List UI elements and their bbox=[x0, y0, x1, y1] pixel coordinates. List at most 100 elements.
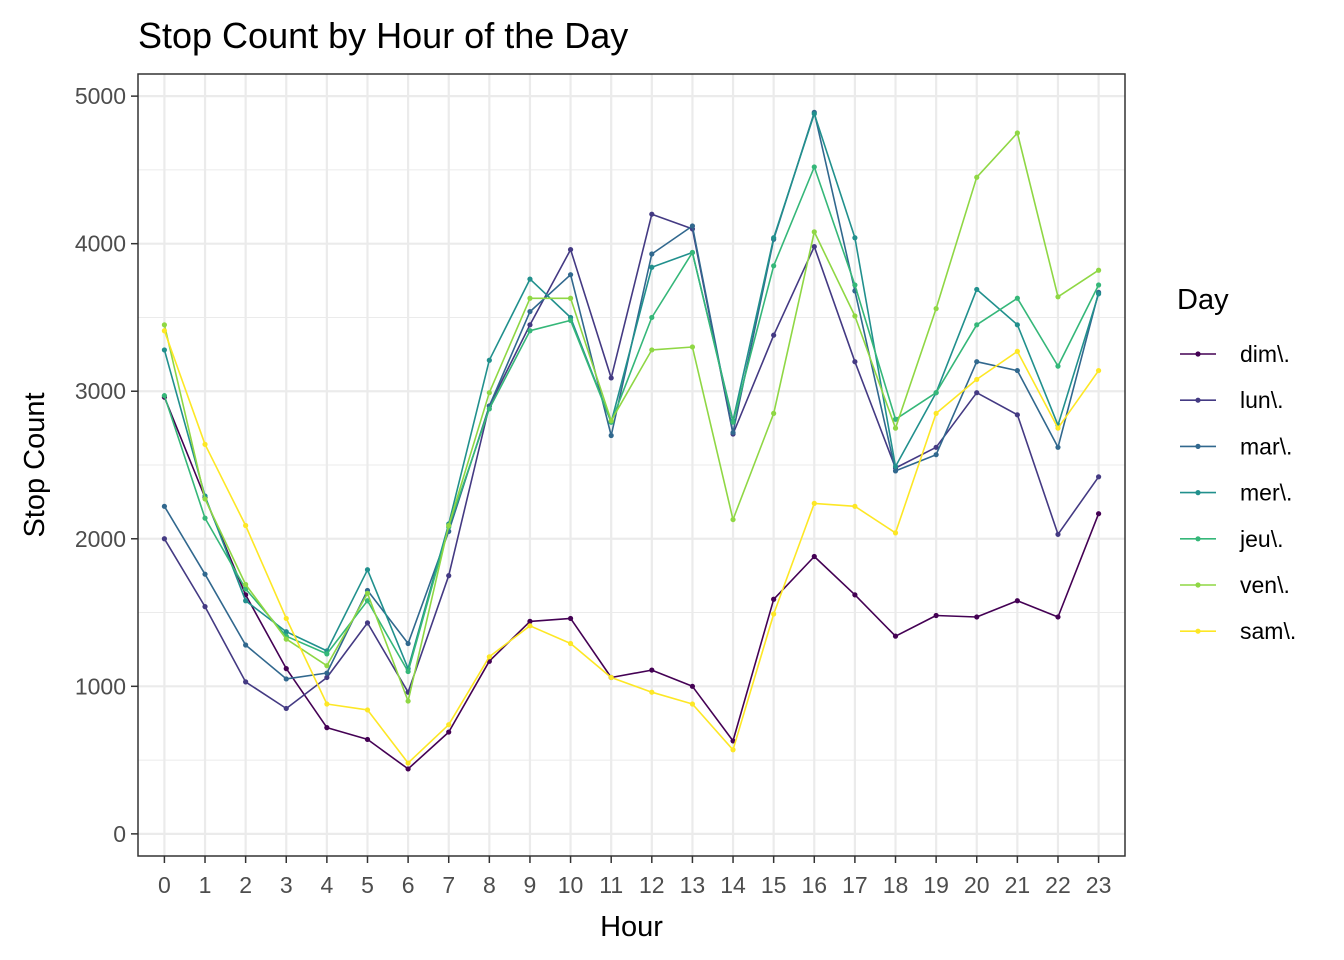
data-point bbox=[324, 674, 330, 681]
data-point bbox=[771, 611, 777, 617]
data-point bbox=[974, 390, 980, 396]
data-point bbox=[771, 235, 777, 241]
x-tick-label: 23 bbox=[1086, 872, 1112, 898]
data-point bbox=[364, 590, 371, 596]
data-point bbox=[243, 679, 249, 685]
x-tick-label: 3 bbox=[280, 872, 293, 898]
legend-label: sam\. bbox=[1240, 618, 1296, 644]
series-line bbox=[163, 166, 1100, 673]
data-point bbox=[1095, 267, 1102, 273]
data-point bbox=[486, 406, 492, 412]
data-point bbox=[527, 322, 533, 328]
data-point bbox=[324, 670, 330, 676]
data-point bbox=[161, 503, 168, 509]
x-tick-label: 10 bbox=[558, 872, 584, 898]
x-tick-label: 15 bbox=[761, 872, 787, 898]
data-point bbox=[1095, 367, 1102, 374]
x-tick-label: 21 bbox=[1005, 872, 1031, 898]
data-point bbox=[364, 707, 371, 713]
data-point bbox=[892, 425, 899, 431]
legend-label: lun\. bbox=[1240, 387, 1283, 413]
data-point bbox=[933, 410, 939, 416]
data-point bbox=[567, 246, 574, 253]
data-point bbox=[202, 496, 208, 502]
data-point bbox=[364, 620, 371, 626]
data-point bbox=[486, 357, 492, 363]
data-point bbox=[852, 282, 858, 288]
data-point bbox=[608, 418, 614, 424]
x-tick-label: 22 bbox=[1045, 872, 1071, 898]
data-point bbox=[243, 598, 249, 604]
data-point bbox=[1055, 531, 1061, 537]
data-point bbox=[1014, 367, 1020, 374]
data-point bbox=[567, 615, 574, 622]
y-tick-label: 3000 bbox=[75, 378, 126, 404]
data-point bbox=[1055, 444, 1061, 450]
series-6 bbox=[161, 328, 1102, 766]
x-tick-label: 11 bbox=[599, 872, 623, 898]
data-point bbox=[567, 295, 574, 301]
data-point bbox=[974, 174, 980, 180]
data-point bbox=[852, 503, 858, 509]
data-point bbox=[446, 722, 452, 728]
data-point bbox=[405, 766, 411, 772]
legend-item: ven\. bbox=[1180, 572, 1290, 598]
data-point bbox=[689, 344, 696, 350]
data-point bbox=[892, 530, 899, 536]
legend-title: Day bbox=[1177, 284, 1229, 316]
x-axis: 0 1 2 3 4 5 6 7 8 9 10 11 12 13 14 15 16 17 18 19 20 21 22 23 bbox=[158, 856, 1111, 898]
data-point bbox=[933, 390, 939, 396]
data-point bbox=[974, 359, 980, 365]
data-point bbox=[527, 618, 533, 625]
legend-key-point bbox=[1195, 582, 1201, 588]
y-tick-label: 0 bbox=[113, 821, 126, 847]
data-point bbox=[811, 244, 817, 250]
data-point bbox=[527, 295, 533, 301]
data-point bbox=[649, 314, 655, 321]
data-point bbox=[161, 328, 168, 334]
data-point bbox=[730, 747, 736, 753]
data-point bbox=[283, 629, 289, 635]
data-point bbox=[161, 347, 168, 353]
x-tick-label: 6 bbox=[402, 872, 415, 898]
data-point bbox=[811, 553, 817, 560]
data-point bbox=[1095, 291, 1102, 297]
data-point bbox=[527, 328, 533, 334]
data-point bbox=[892, 463, 899, 470]
data-point bbox=[852, 359, 858, 365]
y-tick-label: 1000 bbox=[75, 673, 126, 699]
data-point bbox=[324, 725, 330, 731]
data-point bbox=[852, 313, 858, 319]
data-point bbox=[283, 636, 289, 642]
data-point bbox=[974, 322, 980, 328]
x-tick-label: 18 bbox=[883, 872, 909, 898]
data-point bbox=[283, 705, 289, 712]
data-point bbox=[811, 500, 817, 506]
data-point bbox=[1095, 474, 1102, 480]
data-point bbox=[689, 701, 696, 707]
data-point bbox=[486, 654, 492, 660]
data-point bbox=[324, 663, 330, 669]
data-point bbox=[974, 376, 980, 383]
legend-label: dim\. bbox=[1240, 341, 1290, 367]
data-point bbox=[364, 567, 371, 573]
legend-label: ven\. bbox=[1240, 572, 1290, 598]
grid-lines bbox=[138, 74, 1125, 856]
x-tick-label: 1 bbox=[199, 872, 212, 898]
series-lines bbox=[161, 109, 1102, 772]
x-tick-label: 20 bbox=[964, 872, 990, 898]
legend-item: dim\. bbox=[1180, 341, 1290, 367]
data-point bbox=[649, 264, 655, 270]
data-point bbox=[202, 515, 208, 521]
series-line bbox=[163, 113, 1100, 670]
legend-key-point bbox=[1195, 397, 1201, 403]
series-line bbox=[163, 330, 1100, 764]
data-point bbox=[283, 615, 289, 622]
data-point bbox=[446, 573, 452, 579]
legend-item: sam\. bbox=[1180, 618, 1296, 644]
x-tick-label: 2 bbox=[239, 872, 252, 898]
data-point bbox=[243, 642, 249, 648]
y-tick-label: 4000 bbox=[75, 231, 126, 257]
data-point bbox=[771, 263, 777, 269]
